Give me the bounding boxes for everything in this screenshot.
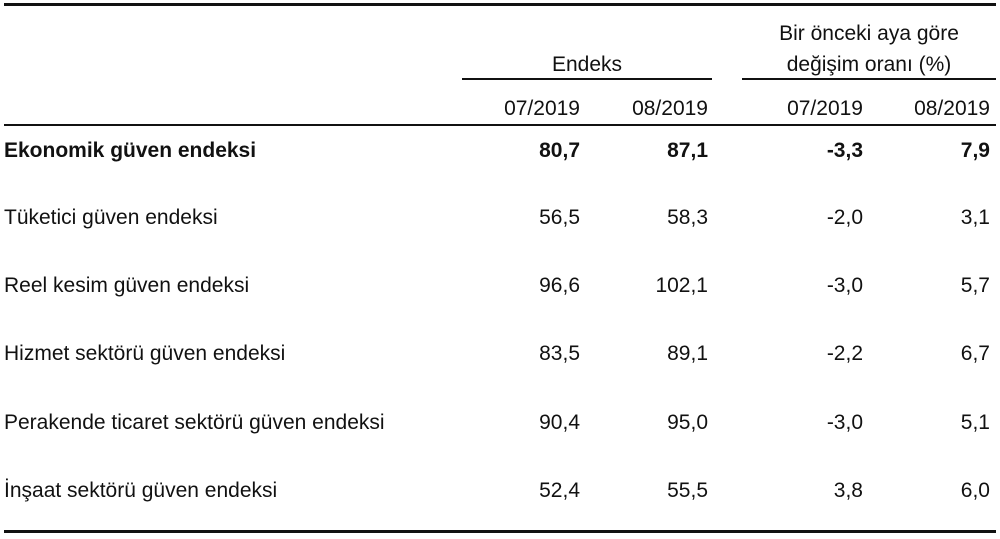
table-cell: 87,1	[667, 139, 708, 162]
table-cell: 6,0	[960, 479, 990, 502]
row-label-ekonomik: Ekonomik güven endeksi	[4, 139, 257, 162]
row-label-tuketici: Tüketici güven endeksi	[4, 206, 218, 229]
column-header-change-07-2019: 07/2019	[787, 97, 863, 120]
table-cell: 52,4	[539, 479, 580, 502]
table-cell: 5,7	[960, 274, 990, 297]
table-cell: -2,0	[826, 206, 863, 229]
table-bottom-border	[4, 530, 996, 533]
column-header-change-08-2019: 08/2019	[914, 97, 990, 120]
table-cell: 7,9	[960, 139, 990, 162]
table-cell: 6,7	[960, 342, 990, 365]
change-group-header-line1: Bir önceki aya göre	[779, 22, 959, 45]
table-cell: 102,1	[655, 274, 708, 297]
row-label-hizmet: Hizmet sektörü güven endeksi	[4, 342, 286, 365]
endeks-group-underline	[462, 78, 712, 80]
table-cell: 80,7	[539, 139, 580, 162]
row-label-reel-kesim: Reel kesim güven endeksi	[4, 274, 250, 297]
table-cell: 3,1	[960, 206, 990, 229]
change-group-header-line2: değişim oranı (%)	[786, 53, 952, 76]
table-cell: 89,1	[667, 342, 708, 365]
row-label-perakende: Perakende ticaret sektörü güven endeksi	[4, 411, 385, 434]
table-cell: 55,5	[667, 479, 708, 502]
table-cell: 56,5	[539, 206, 580, 229]
table-cell: 90,4	[539, 411, 580, 434]
table-cell: -3,0	[826, 274, 863, 297]
row-label-insaat: İnşaat sektörü güven endeksi	[4, 479, 278, 502]
table-cell: 5,1	[960, 411, 990, 434]
table-cell: 95,0	[667, 411, 708, 434]
change-group-underline	[742, 78, 996, 80]
endeks-group-header: Endeks	[551, 53, 623, 76]
table-cell: -2,2	[826, 342, 863, 365]
table-cell: 3,8	[833, 479, 863, 502]
table-cell: -3,3	[826, 139, 863, 162]
table-top-border	[4, 3, 996, 6]
column-header-endeks-07-2019: 07/2019	[504, 97, 580, 120]
table-cell: 83,5	[539, 342, 580, 365]
table-cell: 58,3	[667, 206, 708, 229]
header-bottom-border	[4, 124, 996, 126]
column-header-endeks-08-2019: 08/2019	[632, 97, 708, 120]
table-cell: 96,6	[539, 274, 580, 297]
table-cell: -3,0	[826, 411, 863, 434]
